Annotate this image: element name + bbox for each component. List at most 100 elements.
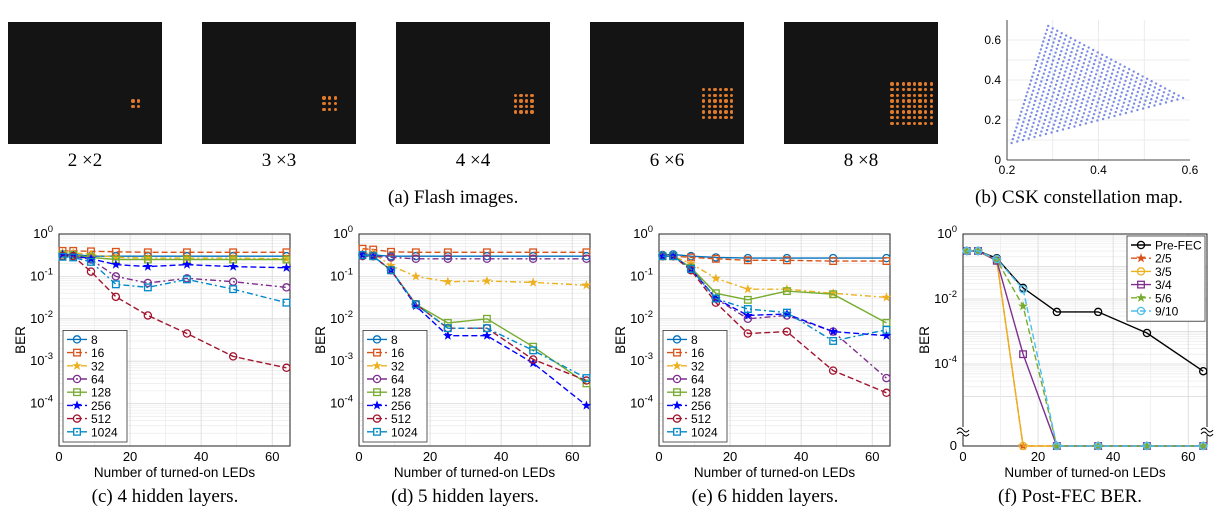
x-tick-label: 20 <box>723 449 737 464</box>
constellation-point <box>1032 89 1035 93</box>
data-point <box>973 246 983 256</box>
constellation-point <box>1026 123 1030 126</box>
led-dot <box>924 121 928 125</box>
constellation-point <box>1096 51 1099 54</box>
constellation-point <box>1109 94 1112 97</box>
constellation-point <box>1051 95 1054 98</box>
constellation-point <box>1055 47 1058 50</box>
constellation-points <box>1010 24 1185 145</box>
constellation-point <box>1133 84 1136 87</box>
constellation-point <box>1040 130 1043 133</box>
data-point <box>72 414 82 423</box>
constellation-point <box>1071 47 1074 50</box>
constellation-point <box>1044 50 1047 53</box>
constellation-point <box>1044 82 1047 86</box>
constellation-point <box>1090 102 1094 106</box>
data-point <box>782 327 792 336</box>
constellation-point <box>1050 131 1053 134</box>
data-point <box>182 275 191 284</box>
led-dot <box>901 82 905 86</box>
led-dot <box>530 104 534 109</box>
constellation-point <box>1074 53 1078 56</box>
constellation-point <box>1108 112 1112 115</box>
constellation-point <box>1032 71 1035 75</box>
constellation-point <box>1103 113 1106 117</box>
legend-label: 128 <box>691 386 711 400</box>
led-dot <box>890 110 894 114</box>
constellation-point <box>1045 46 1048 50</box>
constellation-point <box>1067 44 1070 47</box>
led-dot <box>912 99 917 103</box>
x-tick-label: 60 <box>865 449 879 464</box>
constellation-point <box>1132 88 1135 91</box>
data-point <box>1136 292 1146 302</box>
led-dot <box>924 82 928 86</box>
led-dot <box>730 93 734 97</box>
constellation-point <box>1049 35 1052 38</box>
y-tick-label: 10-1 <box>30 266 53 283</box>
led-dot <box>713 116 717 120</box>
data-point <box>1018 284 1028 294</box>
constellation-point <box>1119 95 1122 98</box>
led-dot <box>713 99 717 103</box>
data-point <box>442 276 453 286</box>
constellation-point <box>1152 90 1155 93</box>
data-point <box>1052 307 1062 317</box>
data-point <box>387 247 395 256</box>
chart-c: 100 10-1 10-2 10-3 10-4 0 20 40 60 Number of turn… <box>13 224 292 480</box>
data-point <box>387 266 395 275</box>
constellation-point <box>1096 119 1099 122</box>
data-point <box>282 283 291 292</box>
constellation-point <box>1050 63 1054 66</box>
constellation-point <box>1139 97 1143 100</box>
constellation-point <box>1107 66 1110 69</box>
flash-image-2 <box>202 22 356 144</box>
constellation-point <box>1074 39 1077 42</box>
data-point <box>142 261 153 271</box>
data-point <box>882 388 891 398</box>
constellation-point <box>1069 86 1072 90</box>
constellation-point <box>1074 121 1077 124</box>
data-point <box>672 335 682 344</box>
flash-label-3: 4 ×4 <box>455 150 491 171</box>
constellation-point <box>1068 90 1071 94</box>
constellation-point <box>1010 141 1013 145</box>
constellation-point <box>1043 86 1046 90</box>
constellation-point <box>1063 74 1066 77</box>
constellation-point <box>1047 56 1050 60</box>
data-point <box>411 271 421 281</box>
constellation-point <box>1045 78 1049 82</box>
constellation-point <box>1091 84 1094 88</box>
led-dot <box>896 104 900 109</box>
legend-label: 512 <box>391 412 411 426</box>
led-dot <box>907 116 911 120</box>
data-point <box>373 388 381 397</box>
led-dot <box>322 102 326 106</box>
constellation-point <box>1118 99 1121 102</box>
constellation-point <box>1113 96 1117 100</box>
caption-a: (a) Flash images. <box>388 187 519 208</box>
legend-label: Pre-FEC <box>1155 239 1202 253</box>
constellation-point <box>1083 76 1086 79</box>
constellation-point <box>1028 83 1032 86</box>
constellation-point <box>1157 92 1160 96</box>
constellation-point <box>1012 134 1016 137</box>
constellation-point <box>1073 75 1076 78</box>
constellation-point <box>1085 68 1089 71</box>
constellation-point <box>1110 108 1113 111</box>
constellation-point <box>1113 64 1116 68</box>
constellation-point <box>1055 115 1058 119</box>
constellation-point <box>1034 99 1037 103</box>
led-dot <box>718 93 723 97</box>
data-point <box>1136 267 1146 276</box>
constellation-point <box>1130 92 1134 95</box>
data-point <box>372 335 382 344</box>
led-dot <box>707 116 711 120</box>
data-point <box>386 253 396 262</box>
constellation-point <box>1029 79 1033 82</box>
constellation-point <box>1101 103 1104 107</box>
data-point <box>828 326 838 336</box>
x-tick-label: 40 <box>494 449 508 464</box>
led-dot <box>890 82 894 86</box>
flash-image-1 <box>8 22 162 144</box>
